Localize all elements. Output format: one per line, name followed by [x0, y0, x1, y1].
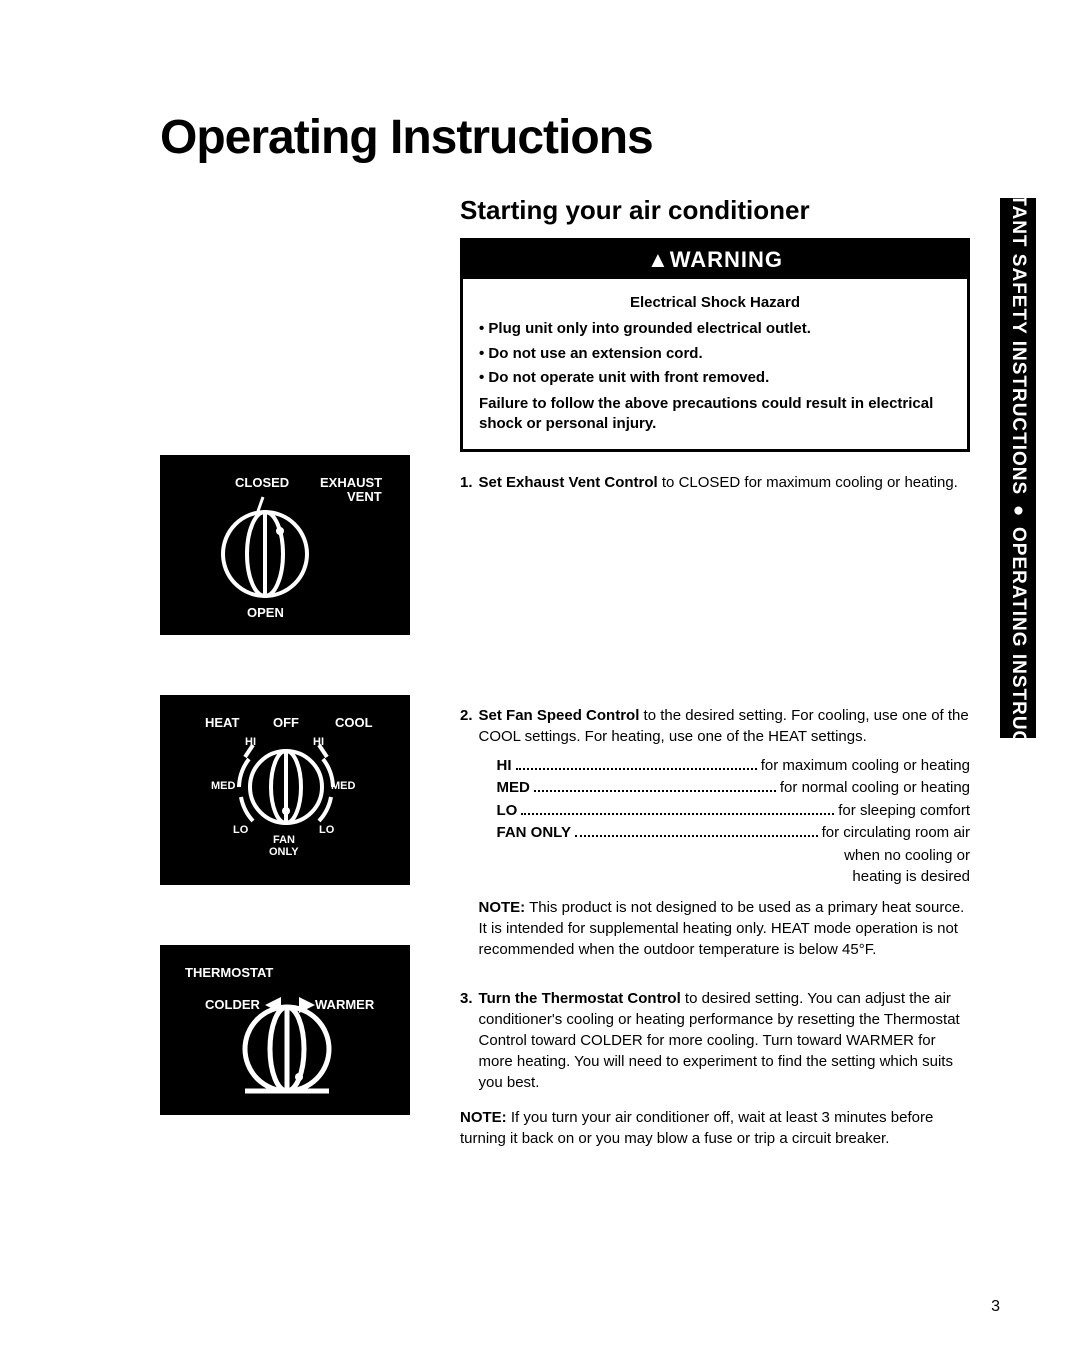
- step-num: 1.: [460, 472, 473, 493]
- d2-med-l: MED: [211, 780, 236, 792]
- d3-warmer: WARMER: [315, 997, 375, 1012]
- setting-key: MED: [497, 777, 530, 800]
- setting-val: for maximum cooling or heating: [761, 755, 970, 778]
- step-bold: Set Fan Speed Control: [479, 707, 640, 724]
- note-text: This product is not designed to be used …: [479, 899, 965, 958]
- side-tab-b: OPERATING INSTRUCTIONS: [1007, 527, 1029, 808]
- step-body: Set Fan Speed Control to the desired set…: [479, 705, 970, 976]
- subtitle: Starting your air conditioner: [460, 195, 970, 226]
- setting-key: FAN ONLY: [497, 822, 571, 845]
- final-note: NOTE: If you turn your air conditioner o…: [460, 1107, 970, 1149]
- d2-cool: COOL: [335, 715, 373, 730]
- d2-fan: FAN: [273, 834, 295, 846]
- fan-only-extra: heating is desired: [497, 866, 970, 887]
- d2-lo-r: LO: [319, 824, 335, 836]
- step-bold: Set Exhaust Vent Control: [479, 474, 658, 491]
- content: CLOSED EXHAUST VENT OPEN HEAT OFF COOL: [160, 195, 1010, 1149]
- warning-box: ▲WARNING Electrical Shock Hazard Plug un…: [460, 238, 970, 452]
- settings-list: HI for maximum cooling or heating MED fo…: [497, 755, 970, 887]
- d3-colder: COLDER: [205, 997, 261, 1012]
- d2-heat: HEAT: [205, 715, 239, 730]
- dots: [534, 790, 776, 792]
- d3-thermostat: THERMOSTAT: [185, 965, 273, 980]
- spacer: [460, 505, 970, 705]
- diagram-exhaust-vent: CLOSED EXHAUST VENT OPEN: [160, 455, 410, 635]
- page-number: 3: [991, 1298, 1000, 1316]
- d1-vent: VENT: [347, 489, 382, 504]
- setting-key: LO: [497, 800, 518, 823]
- setting-val: for sleeping comfort: [838, 800, 970, 823]
- warning-failure: Failure to follow the above precautions …: [479, 394, 951, 435]
- fan-only-extra: when no cooling or: [497, 845, 970, 866]
- left-column: CLOSED EXHAUST VENT OPEN HEAT OFF COOL: [160, 195, 430, 1149]
- setting-key: HI: [497, 755, 512, 778]
- step-2: 2. Set Fan Speed Control to the desired …: [460, 705, 970, 976]
- note-label: NOTE:: [479, 899, 526, 916]
- d2-lo-l: LO: [233, 824, 249, 836]
- step-rest: to CLOSED for maximum cooling or heating…: [658, 474, 958, 491]
- warning-header: ▲WARNING: [463, 241, 967, 279]
- setting-row: HI for maximum cooling or heating: [497, 755, 970, 778]
- setting-val: for circulating room air: [822, 822, 970, 845]
- diagram-fan-speed: HEAT OFF COOL HI HI MED MED LO LO: [160, 695, 410, 885]
- warning-bullet: Do not operate unit with front removed.: [479, 368, 951, 388]
- dots: [521, 813, 834, 815]
- final-note-text: If you turn your air conditioner off, wa…: [460, 1109, 933, 1147]
- warning-header-text: WARNING: [670, 247, 783, 272]
- step-body: Turn the Thermostat Control to desired s…: [479, 988, 970, 1093]
- warning-bullet: Do not use an extension cord.: [479, 344, 951, 364]
- d1-exhaust: EXHAUST: [320, 475, 382, 490]
- laws: Electrical Shock Hazard Plug unit only i…: [463, 279, 967, 449]
- page: Operating Instructions IMPORTANT SAFETY …: [0, 0, 1080, 1356]
- d2-only: ONLY: [269, 846, 299, 858]
- hazard-title: Electrical Shock Hazard: [479, 293, 951, 313]
- setting-row: LO for sleeping comfort: [497, 800, 970, 823]
- note-label: NOTE:: [460, 1109, 507, 1126]
- step-3: 3. Turn the Thermostat Control to desire…: [460, 988, 970, 1093]
- d2-off: OFF: [273, 715, 299, 730]
- warning-bullet: Plug unit only into grounded electrical …: [479, 319, 951, 339]
- step-bold: Turn the Thermostat Control: [479, 990, 681, 1007]
- warning-bullets: Plug unit only into grounded electrical …: [479, 319, 951, 388]
- right-column: Starting your air conditioner ▲WARNING E…: [460, 195, 1010, 1149]
- side-tab: IMPORTANT SAFETY INSTRUCTIONS ● OPERATIN…: [1000, 198, 1036, 738]
- dots: [516, 768, 757, 770]
- d1-open: OPEN: [247, 605, 284, 619]
- d1-closed: CLOSED: [235, 475, 289, 490]
- step-num: 3.: [460, 988, 473, 1093]
- setting-row: FAN ONLY for circulating room air: [497, 822, 970, 845]
- diagram-thermostat: THERMOSTAT COLDER WARMER: [160, 945, 410, 1115]
- side-tab-dot: ●: [1007, 500, 1029, 522]
- setting-val: for normal cooling or heating: [780, 777, 970, 800]
- step-1: 1. Set Exhaust Vent Control to CLOSED fo…: [460, 472, 970, 493]
- step-body: Set Exhaust Vent Control to CLOSED for m…: [479, 472, 970, 493]
- setting-row: MED for normal cooling or heating: [497, 777, 970, 800]
- step2-note: NOTE: This product is not designed to be…: [479, 897, 970, 960]
- step-num: 2.: [460, 705, 473, 976]
- dots: [575, 835, 818, 837]
- main-title: Operating Instructions: [160, 110, 1010, 165]
- warning-triangle-icon: ▲: [647, 247, 670, 273]
- side-tab-a: IMPORTANT SAFETY INSTRUCTIONS: [1007, 127, 1029, 495]
